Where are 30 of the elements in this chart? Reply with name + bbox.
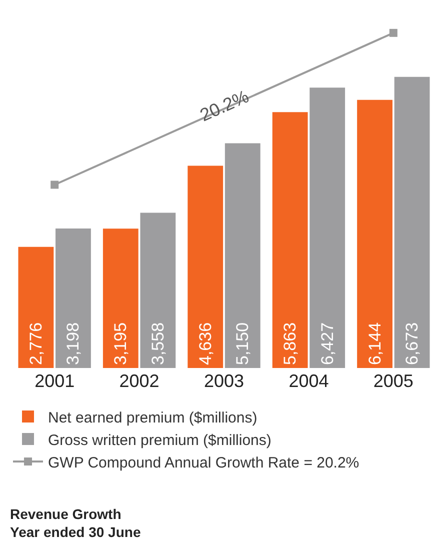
data-label: 6,673 [402,322,422,365]
data-label: 4,636 [196,322,215,365]
data-label: 3,198 [64,322,83,365]
bar [224,143,260,368]
data-label: 3,558 [148,322,168,365]
bar [188,166,224,368]
data-label: 5,150 [233,322,252,365]
bar [394,76,430,368]
legend-label: GWP Compound Annual Growth Rate = 20.2% [48,454,360,472]
legend-label: Net earned premium ($millions) [48,409,258,426]
data-label: 2,776 [26,322,46,365]
x-tick-label: 2004 [288,371,329,391]
x-tick-label: 2002 [119,371,160,391]
x-tick-label: 2005 [373,371,414,391]
bar [310,88,346,368]
legend-label: Gross written premium ($millions) [48,432,272,449]
bar [102,228,138,368]
annotation: 20.2% [197,86,252,126]
x-tick-label: 2003 [204,371,244,391]
data-label: 6,427 [318,322,337,365]
bar [18,246,54,368]
bar [272,112,308,368]
data-label: 5,863 [280,322,300,365]
bar [56,228,91,368]
bar [140,212,176,368]
text: Revenue Growth Year ended 30 June [10,506,141,540]
data-label: 6,144 [365,322,384,365]
bar [357,100,392,368]
x-tick-label: 2001 [34,371,75,391]
data-label: 3,195 [111,322,130,365]
